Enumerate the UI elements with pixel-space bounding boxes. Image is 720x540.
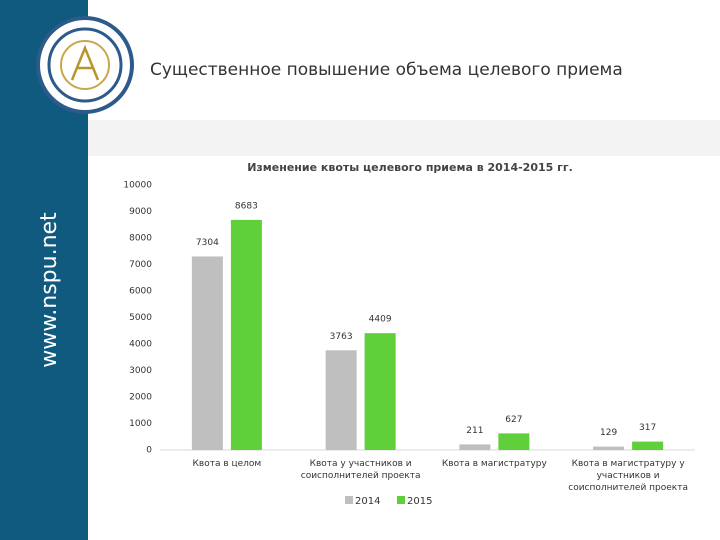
bar (593, 446, 625, 450)
x-tick-label: Квота в магистратуру у участников и соис… (568, 459, 688, 493)
value-label: 8683 (235, 201, 258, 211)
legend-label: 2015 (407, 496, 432, 507)
y-tick-label: 2000 (129, 393, 152, 403)
value-label: 211 (466, 426, 483, 436)
value-label: 7304 (196, 238, 219, 248)
y-tick-label: 3000 (129, 366, 152, 376)
value-label: 3763 (330, 332, 353, 342)
legend-label: 2014 (355, 496, 380, 507)
x-tick-label: Квота в магистратуру (441, 459, 547, 469)
separator (88, 120, 720, 156)
x-tick-label: Квота в целом (192, 459, 262, 469)
y-tick-label: 1000 (129, 419, 152, 429)
bar (632, 441, 664, 450)
logo (36, 16, 134, 114)
value-label: 317 (639, 423, 656, 433)
bar (325, 350, 357, 450)
value-label: 129 (600, 428, 617, 438)
y-tick-label: 4000 (129, 340, 152, 350)
y-tick-label: 9000 (129, 207, 152, 217)
y-tick-label: 7000 (129, 260, 152, 270)
y-tick-label: 5000 (129, 313, 152, 323)
y-tick-label: 8000 (129, 234, 152, 244)
legend-swatch (397, 496, 405, 504)
legend-swatch (345, 496, 353, 504)
y-tick-label: 10000 (123, 181, 152, 191)
y-tick-label: 0 (146, 446, 152, 456)
chart-title: Изменение квоты целевого приема в 2014-2… (247, 161, 573, 174)
y-tick-label: 6000 (129, 287, 152, 297)
value-label: 4409 (369, 315, 392, 325)
bar (191, 256, 223, 450)
sidebar-text: www.nspu.net (37, 212, 62, 368)
value-label: 627 (505, 415, 522, 425)
slide-title: Существенное повышение объема целевого п… (150, 60, 623, 80)
bar (459, 444, 491, 450)
bar (364, 333, 396, 450)
bar (498, 433, 530, 450)
bar (230, 219, 262, 450)
x-tick-label: Квота у участников и соисполнителей прое… (300, 459, 421, 481)
